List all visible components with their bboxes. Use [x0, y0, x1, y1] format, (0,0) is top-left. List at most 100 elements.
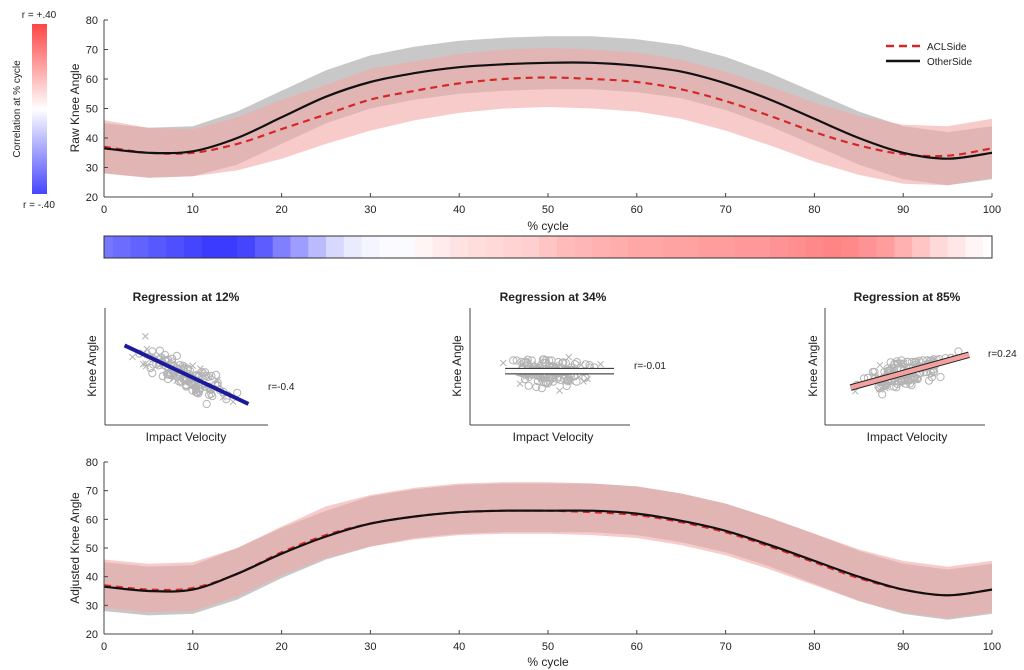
colorbar-top-label: r = +.40 — [22, 10, 57, 21]
strip-cell — [343, 236, 363, 258]
line-aclside — [103, 76, 993, 158]
scatter-point — [927, 368, 936, 377]
scatter-point — [516, 380, 524, 387]
scatter-point — [143, 345, 151, 353]
x-tick-label: 10 — [187, 641, 199, 653]
strip-cell — [112, 236, 132, 258]
strip-cell — [716, 236, 736, 258]
top-y-ticks: 20 30 40 50 60 70 80 — [86, 15, 108, 204]
strip-cell — [556, 236, 576, 258]
scatter-point — [910, 375, 919, 384]
strip-cell — [521, 236, 540, 258]
strip-cell — [663, 236, 682, 258]
strip-cell — [912, 236, 931, 258]
strip-cell — [237, 236, 256, 258]
x-tick-label: 20 — [275, 641, 287, 653]
regression-y-label: Knee Angle — [85, 335, 99, 397]
scatter-point — [213, 376, 221, 384]
scatter-point — [597, 360, 604, 368]
scatter-point — [520, 358, 529, 367]
scatter-point — [219, 394, 227, 401]
legend-label-otherside: OtherSide — [927, 57, 972, 68]
regression-points — [129, 332, 242, 409]
line-otherside — [103, 61, 993, 160]
strip-cell — [130, 236, 149, 258]
scatter-point — [541, 356, 550, 365]
strip-cell — [450, 236, 469, 258]
colorbar-gradient — [32, 24, 47, 194]
scatter-point — [892, 357, 902, 366]
y-tick-label: 80 — [86, 457, 98, 469]
strip-frame — [103, 235, 993, 259]
scatter-point — [178, 361, 188, 370]
scatter-point — [572, 358, 581, 367]
top-legend: ACLSide OtherSide — [886, 42, 972, 68]
scatter-point — [142, 362, 150, 370]
scatter-point — [556, 375, 565, 384]
scatter-point — [129, 353, 136, 361]
strip-cell — [254, 236, 274, 258]
x-tick-label: 100 — [983, 204, 1001, 216]
bottom-x-ticks: 0 10 20 30 40 50 60 70 80 90 100 — [101, 630, 1001, 653]
regression-panel-85: Regression at 85% r=0.24 Impact Velocity… — [806, 290, 1017, 444]
scatter-point — [936, 372, 945, 382]
scatter-point — [545, 356, 554, 365]
regression-fit — [123, 343, 250, 406]
x-tick-label: 90 — [897, 641, 909, 653]
scatter-point — [562, 381, 571, 391]
scatter-point — [205, 390, 214, 399]
strip-cell — [183, 236, 203, 258]
fit-line — [849, 352, 970, 390]
regression-x-label: Impact Velocity — [867, 430, 948, 444]
strip-cell — [539, 236, 558, 258]
x-tick-label: 60 — [631, 204, 643, 216]
regression-x-label: Impact Velocity — [513, 430, 594, 444]
scatter-point — [581, 360, 590, 369]
scatter-point — [180, 363, 189, 372]
strip-cell — [698, 236, 718, 258]
bottom-x-axis-label: % cycle — [527, 655, 569, 669]
y-tick-label: 50 — [86, 543, 98, 555]
regression-r-label: r=-0.01 — [634, 361, 666, 372]
y-tick-label: 30 — [86, 163, 98, 175]
x-tick-label: 100 — [983, 641, 1001, 653]
top-x-axis-label: % cycle — [527, 219, 569, 233]
strip-cell — [983, 236, 993, 258]
y-tick-label: 60 — [86, 514, 98, 526]
colorbar-title: Correlation at % cycle — [12, 60, 23, 158]
scatter-point — [551, 361, 559, 369]
strip-cell — [326, 236, 345, 258]
regression-panel-12: Regression at 12% r=-0.4 Impact Velocity… — [85, 290, 295, 444]
scatter-point — [584, 375, 591, 383]
strip-cell — [929, 236, 949, 258]
scatter-point — [927, 373, 937, 382]
strip-cell — [272, 236, 292, 258]
x-tick-label: 80 — [808, 641, 820, 653]
regression-y-label: Knee Angle — [450, 335, 464, 397]
regression-fit — [849, 351, 970, 391]
regression-x-label: Impact Velocity — [146, 430, 227, 444]
y-tick-label: 20 — [86, 192, 98, 204]
scatter-point — [524, 381, 533, 390]
x-tick-label: 0 — [101, 641, 107, 653]
strip-cell — [894, 236, 913, 258]
strip-cell — [574, 236, 593, 258]
regression-title-34: Regression at 34% — [500, 290, 607, 304]
x-tick-label: 40 — [453, 641, 465, 653]
strip-cell — [752, 236, 771, 258]
y-tick-label: 80 — [86, 15, 98, 27]
strip-cell — [397, 236, 416, 258]
colorbar-bottom-label: r = -.40 — [23, 200, 55, 211]
y-tick-label: 40 — [86, 572, 98, 584]
scatter-point — [162, 369, 172, 378]
scatter-point — [870, 367, 879, 376]
scatter-point — [539, 355, 548, 364]
strip-cell — [104, 236, 114, 258]
strip-cell — [503, 236, 522, 258]
x-tick-label: 30 — [364, 641, 376, 653]
y-tick-label: 40 — [86, 133, 98, 145]
strip-cell — [166, 236, 185, 258]
top-plot-area — [103, 36, 993, 186]
x-tick-label: 20 — [275, 204, 287, 216]
bottom-y-axis-label: Adjusted Knee Angle — [68, 492, 82, 604]
